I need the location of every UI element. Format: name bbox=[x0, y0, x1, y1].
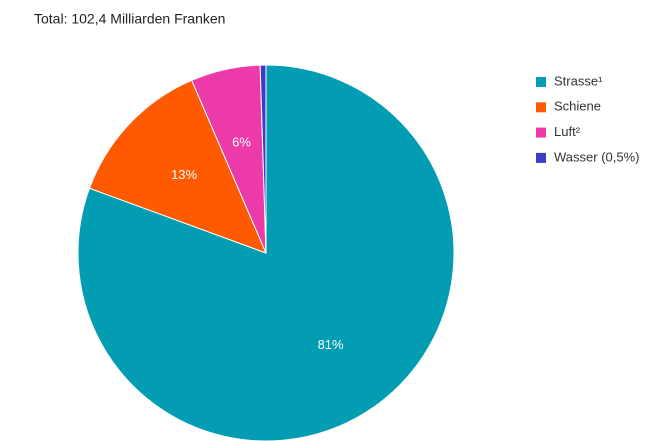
data-label: 13% bbox=[171, 167, 197, 182]
legend-label: Strasse¹ bbox=[554, 73, 603, 88]
data-label: 6% bbox=[232, 134, 251, 149]
pie-slice bbox=[259, 64, 267, 254]
legend-swatch bbox=[536, 127, 546, 138]
legend-swatch bbox=[536, 102, 546, 113]
legend-label: Luft² bbox=[554, 124, 581, 139]
legend-swatch bbox=[536, 77, 546, 87]
legend-label: Wasser (0,5%) bbox=[554, 149, 639, 164]
pie-slice bbox=[88, 79, 267, 254]
chart-title: Total: 102,4 Milliarden Franken bbox=[34, 11, 225, 27]
legend-swatch bbox=[536, 152, 546, 163]
data-label: 81% bbox=[318, 337, 344, 352]
legend-label: Schiene bbox=[554, 99, 601, 114]
